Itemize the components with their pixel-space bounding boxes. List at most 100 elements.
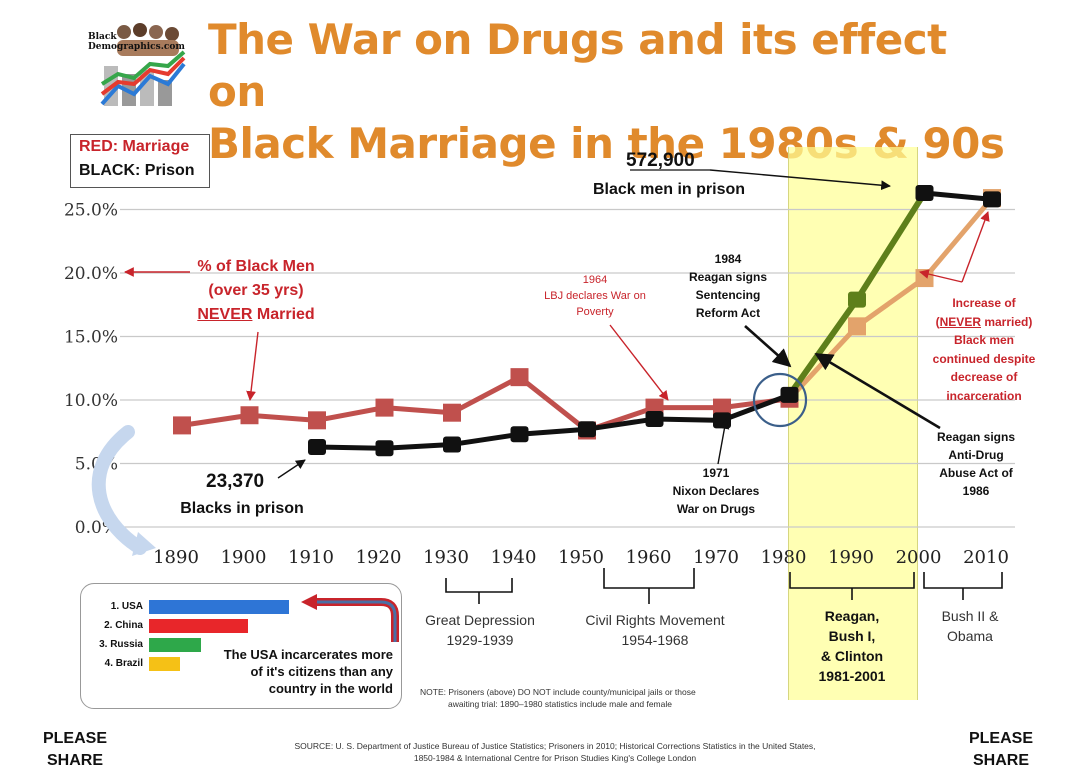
era-bush: Bush II & Obama (920, 606, 1020, 646)
era-depression-line-1: Great Depression (425, 612, 535, 628)
marriage-point-1920 (375, 398, 394, 417)
x-tick-label: 1970 (693, 547, 739, 568)
inset-country-bar (149, 638, 201, 652)
title-line-1: The War on Drugs and its effect on (208, 15, 947, 116)
era-reagan-line-3: & Clinton (820, 648, 884, 664)
increase-married: married) (980, 314, 1033, 329)
label-572900-caption: Black men in prison (592, 181, 746, 198)
source-line-2: 1850-1984 & International Centre for Pri… (413, 753, 697, 763)
annotation-reagan-1984: 1984 Reagan signs Sentencing Reform Act (668, 250, 788, 322)
x-tick-label: 1910 (288, 547, 334, 568)
arrow-572900 (709, 169, 891, 191)
x-tick-label: 1900 (221, 547, 267, 568)
nixon-line-1: 1971 (702, 466, 730, 480)
arrow-antidrug (814, 352, 941, 430)
marriage-point-1910 (308, 411, 326, 430)
series-prison-line-tail (924, 190, 993, 202)
reagan84-line-2: Reagan signs (688, 270, 768, 284)
increase-line-6: incarceration (946, 388, 1022, 403)
arrow-reagan-1984 (744, 325, 792, 368)
lbj-line-3: Poverty (576, 306, 614, 318)
annotation-antidrug: Reagan signs Anti-Drug Abuse Act of 1986 (918, 428, 1034, 500)
inset-country-label: 2. China (104, 620, 143, 631)
note: NOTE: Prisoners (above) DO NOT include c… (420, 686, 800, 710)
bracket-depression (445, 578, 513, 593)
arrow-increase-2 (919, 269, 963, 283)
logo-graphic-icon (100, 23, 186, 106)
nixon-line-2: Nixon Declares (672, 484, 760, 498)
curved-arrow-icon (91, 425, 147, 555)
era-civil-line-1: Civil Rights Movement (585, 612, 725, 628)
marriage-point-1900 (240, 406, 259, 425)
curved-arrow-head-icon (132, 532, 156, 556)
inset-caption-line-3: country in the world (268, 681, 393, 696)
logo-text: Black Demographics.com (88, 32, 185, 52)
annotation-nixon: 1971 Nixon Declares War on Drugs (654, 464, 778, 518)
annotation-lbj: 1964 LBJ declares War on Poverty (520, 272, 670, 320)
inset-arrow-icon (301, 594, 399, 642)
era-civil-rights: Civil Rights Movement 1954-1968 (570, 610, 740, 650)
please-share-right[interactable]: PLEASE SHARE (956, 728, 1046, 772)
label-23370: 23,370 (206, 471, 265, 492)
increase-line-2: (NEVER married) (918, 313, 1050, 332)
y-tick-label: 10.0% (64, 391, 118, 411)
bracket-reagan (789, 572, 915, 589)
y-tick-label: 25.0% (64, 201, 118, 221)
era-reagan-line-2: Bush I, (828, 628, 876, 644)
never-married-line-1: % of Black Men (197, 258, 315, 275)
nixon-line-3: War on Drugs (676, 502, 756, 516)
note-line-1: NOTE: Prisoners (above) DO NOT include c… (420, 687, 696, 697)
x-tick-label: 1890 (153, 547, 199, 568)
increase-never: NEVER (939, 314, 981, 329)
prison-point-1980 (780, 386, 799, 403)
era-reagan-line-1: Reagan, (824, 608, 880, 624)
antidrug-line-1: Reagan signs (936, 430, 1016, 444)
inset-caption-line-1: The USA incarcerates more (223, 647, 393, 662)
prison-point-1960 (645, 411, 664, 428)
series-prison-line (316, 392, 791, 451)
marriage-point-1930 (443, 403, 461, 422)
prison-point-1950 (578, 421, 596, 438)
never-married-line-3: NEVER Married (176, 303, 336, 327)
logo-line-2: Demographics.com (88, 42, 185, 52)
y-tick-label: 15.0% (64, 328, 118, 348)
era-civil-line-2: 1954-1968 (621, 632, 689, 648)
prison-point-2000 (915, 184, 934, 201)
increase-line-3: Black men (953, 333, 1015, 347)
source: SOURCE: U. S. Department of Justice Bure… (190, 740, 920, 764)
inset-country-bar (149, 600, 289, 614)
annotation-increase: Increase of (NEVER married) Black men co… (918, 294, 1050, 405)
page-title: The War on Drugs and its effect on Black… (208, 14, 1008, 170)
x-tick-label: 2010 (963, 547, 1009, 568)
x-tick-label: 1960 (626, 547, 672, 568)
marriage-point-1970 (713, 398, 731, 417)
legend-black-label: BLACK: Prison (79, 162, 195, 179)
increase-line-4: continued despite (932, 351, 1036, 366)
increase-paren: ( (935, 314, 940, 329)
legend-red-label: RED: Marriage (79, 138, 190, 155)
please-share-left[interactable]: PLEASE SHARE (30, 728, 120, 772)
inset-country-label: 4. Brazil (104, 658, 143, 669)
x-tick-label: 1990 (828, 547, 874, 568)
series-marriage-line (181, 374, 790, 433)
era-bush-line-1: Bush II & (941, 608, 999, 624)
inset-country-bar (149, 619, 249, 633)
arrow-23370 (277, 459, 306, 479)
note-line-2: awaiting trial: 1890–1980 statistics inc… (448, 699, 672, 709)
logo: Black Demographics.com (84, 14, 196, 118)
x-tick-label: 1980 (761, 547, 807, 568)
marriage-point-2000 (915, 269, 934, 288)
bracket-civil-rights (603, 568, 695, 589)
increase-line-1: Increase of (952, 296, 1016, 310)
label-23370-caption: Blacks in prison (180, 500, 304, 517)
era-depression-line-2: 1929-1939 (446, 632, 514, 648)
reagan84-line-4: Reform Act (695, 306, 761, 320)
prison-point-1930 (443, 436, 461, 453)
prison-point-1970 (713, 412, 731, 429)
inset-caption: The USA incarcerates more of it's citize… (201, 646, 393, 697)
circle-1980-crossover (752, 372, 808, 428)
era-reagan: Reagan, Bush I, & Clinton 1981-2001 (790, 606, 914, 686)
lbj-line-2: LBJ declares War on (544, 290, 646, 302)
share-left-line-2: SHARE (46, 752, 103, 769)
incarceration-inset: 1. USA 2. China 3. Russia 4. Brazil The USA… (80, 583, 402, 709)
